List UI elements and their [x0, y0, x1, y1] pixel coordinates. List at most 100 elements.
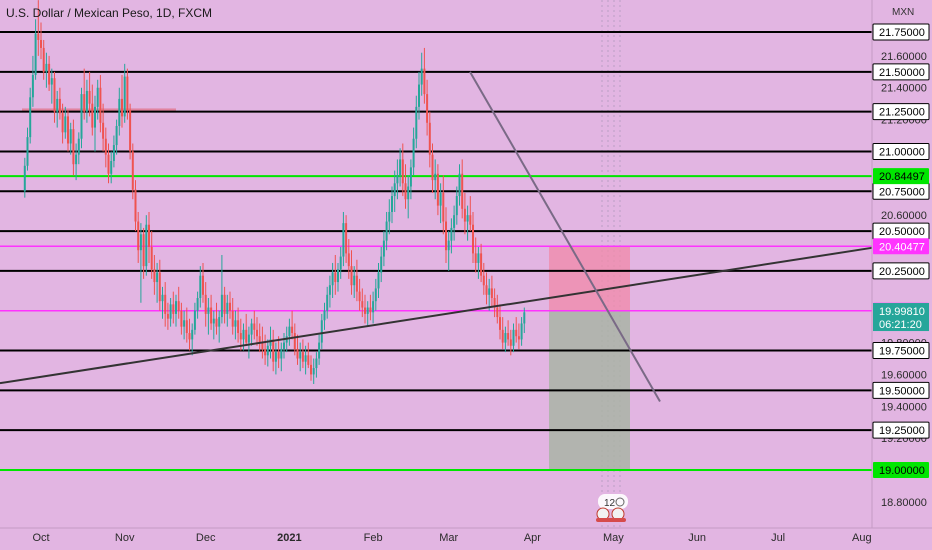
candle-body: [77, 138, 80, 155]
level-badge[interactable]: [872, 342, 930, 360]
price-axis[interactable]: 21.6000021.4000021.2000020.6000020.00000…: [871, 0, 930, 528]
candle-body: [83, 94, 86, 112]
candle-body: [361, 301, 364, 308]
candle-body: [385, 221, 388, 241]
candle-body: [50, 78, 53, 85]
candle-body: [164, 294, 167, 314]
price-tick-label: 21.60000: [881, 51, 927, 63]
candle-body: [91, 103, 94, 128]
candle-body: [250, 323, 253, 335]
candle-body: [48, 63, 51, 85]
ascending-trendline[interactable]: [0, 246, 873, 385]
level-badge[interactable]: [872, 63, 930, 81]
candle-body: [150, 247, 153, 270]
candle-body: [450, 227, 453, 241]
time-tick-label: Oct: [32, 532, 49, 544]
candle-body: [480, 253, 483, 276]
time-tick-label: Dec: [196, 532, 216, 544]
candle-body: [166, 313, 169, 319]
candle-body: [445, 221, 447, 251]
candle-body: [447, 240, 450, 251]
level-badge[interactable]: [872, 142, 930, 160]
candle-body: [515, 329, 518, 337]
time-tick-label: 2021: [277, 532, 301, 544]
support-level-badge[interactable]: [873, 168, 929, 185]
countdown-label: 06:21:20: [879, 319, 922, 331]
level-badge[interactable]: [872, 262, 930, 280]
candle-body: [412, 138, 415, 168]
candle-body: [369, 307, 372, 313]
candle-body: [202, 275, 204, 295]
candle-body: [110, 161, 113, 174]
candle-body: [42, 47, 45, 72]
candle-body: [266, 345, 269, 356]
support-level-label: 19.00000: [879, 465, 925, 477]
candle-body: [407, 186, 410, 200]
candle-body: [156, 272, 159, 283]
candle-body: [131, 151, 134, 190]
candle-body: [499, 317, 501, 330]
level-label: 19.50000: [879, 385, 925, 397]
time-tick-label: Nov: [115, 532, 135, 544]
support-level-badge[interactable]: [873, 462, 929, 478]
candle-body: [458, 173, 461, 197]
candle-body: [418, 84, 420, 107]
price-tick-label: 19.60000: [881, 369, 927, 381]
candle-body: [175, 301, 177, 314]
level-label: 20.25000: [879, 266, 925, 278]
candle-body: [291, 326, 294, 334]
candle-body: [245, 329, 248, 343]
level-badge[interactable]: [872, 381, 930, 399]
question-icon: [615, 497, 625, 507]
descending-trendline[interactable]: [469, 71, 661, 403]
candle-body: [428, 122, 431, 155]
candle-body: [283, 342, 285, 349]
time-axis[interactable]: Oct Nov Dec 2021 Feb Mar Apr May Jun Jul Aug: [0, 527, 932, 544]
candle-body: [488, 288, 491, 295]
current-price-badge[interactable]: [873, 303, 929, 332]
candle-body: [226, 302, 229, 314]
candle-body: [296, 348, 299, 359]
candle-body: [191, 329, 194, 340]
candle-body: [482, 275, 485, 286]
candle-body: [315, 358, 318, 369]
candle-body: [229, 302, 231, 311]
candle-body: [423, 68, 426, 95]
candle-body: [99, 87, 102, 123]
candle-body: [96, 87, 99, 107]
horizontal-levels[interactable]: [0, 31, 872, 471]
candle-body: [310, 364, 312, 375]
candle-body: [366, 307, 369, 314]
candle-body: [40, 39, 42, 48]
candle-body: [337, 269, 339, 283]
candle-body: [37, 33, 40, 40]
candle-body: [331, 272, 334, 286]
level-label: 20.50000: [879, 226, 925, 238]
candle-body: [153, 269, 156, 283]
candle-body: [142, 234, 145, 267]
level-badge[interactable]: [872, 421, 930, 439]
candle-body: [112, 145, 115, 162]
candle-body: [523, 312, 526, 324]
candle-body: [34, 33, 37, 76]
price-tick-label: 20.60000: [881, 210, 927, 222]
candle-body: [102, 122, 105, 139]
candle-body: [342, 223, 345, 257]
candles: [23, 0, 526, 384]
candle-body: [183, 320, 186, 327]
candle-body: [139, 234, 142, 251]
candle-body: [339, 256, 342, 270]
candle-body: [280, 348, 283, 359]
candle-body: [264, 348, 267, 356]
trend-lines[interactable]: [0, 71, 873, 403]
candle-body: [80, 94, 83, 139]
candle-body: [272, 339, 275, 362]
candle-body: [126, 76, 129, 111]
candle-body: [169, 304, 172, 319]
level-badge[interactable]: [872, 103, 930, 121]
pink-level-badge[interactable]: [873, 238, 929, 255]
candle-body: [463, 208, 466, 222]
level-badge[interactable]: [872, 23, 930, 41]
